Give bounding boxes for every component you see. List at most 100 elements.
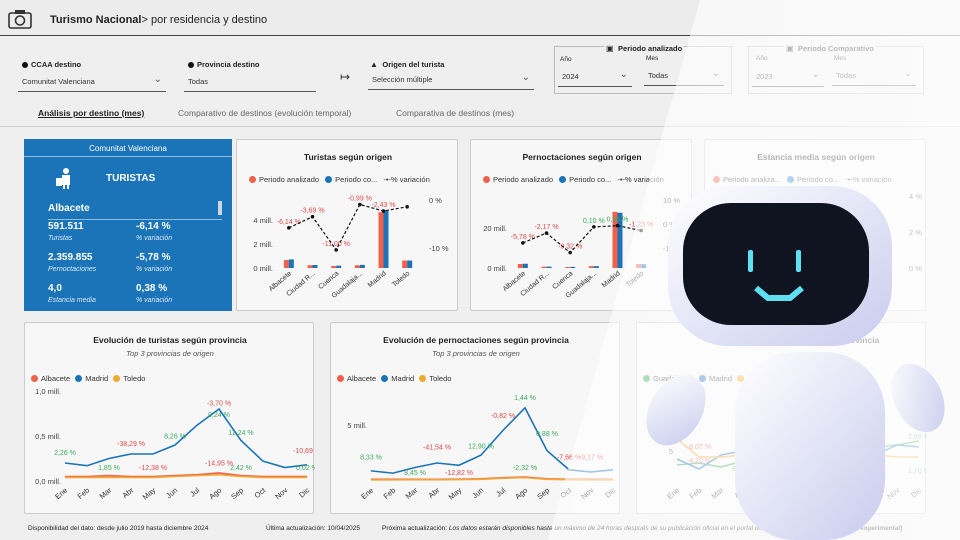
variation-label: -12,82 % <box>445 470 473 477</box>
legend-pernoct-origen: Periodo analizado Periodo co... -•-% var… <box>483 175 664 184</box>
kpi-divider <box>48 219 222 220</box>
variation-label: 0,56 % <box>607 217 629 224</box>
footer-updated: Última actualización: 10/04/2025 <box>266 525 360 532</box>
x-tick-label: Madrid <box>601 270 622 289</box>
periodo-year-dropdown[interactable]: 2024 ⌄ <box>558 67 632 87</box>
bar-analizado <box>402 260 408 268</box>
y2-tick-label: 0 % <box>663 220 676 229</box>
provincia-filter: Provincia destino <box>188 54 260 72</box>
x-tick-label: Feb <box>688 486 704 501</box>
x-tick-label: Dic <box>909 485 923 499</box>
bar-analizado <box>541 266 547 268</box>
legend-line-icon: -•- <box>383 175 391 184</box>
legend-label-b: Periodo co... <box>797 175 840 184</box>
kpi-province: Albacete <box>48 203 90 214</box>
origen-label: Origen del turista <box>382 60 445 69</box>
x-tick-label: Mar <box>404 485 420 501</box>
x-tick-label: Nov <box>579 485 595 501</box>
title-bold: Turismo Nacional <box>50 14 142 26</box>
variation-label: -3,69 % <box>300 208 324 215</box>
variation-label: 1,70 % <box>908 468 927 475</box>
line-chart-evol-pernoct: 5 mill. 8,33 % 8,45 % -41,54 % -12,82 % 12,90… <box>347 395 617 502</box>
periodo-month-dropdown[interactable]: Todas ⌄ <box>644 66 724 86</box>
x-tick-label: Sep <box>535 486 551 501</box>
series-line-madrid <box>64 407 308 469</box>
chevron-down-icon: ⌄ <box>521 72 530 83</box>
comparativo-month-value: Todas <box>836 71 857 80</box>
tab-comparativa-destinos-mes[interactable]: Comparativa de destinos (mes) <box>396 108 515 118</box>
series-line-toledo <box>65 473 307 479</box>
tab-analisis-destino[interactable]: Análisis por destino (mes) <box>38 108 145 118</box>
variation-label: -3,70 % <box>207 400 231 407</box>
legend-turistas-origen: Periodo analizado Periodo co... -•-% var… <box>249 175 430 184</box>
tab-comparativo-destinos[interactable]: Comparativo de destinos (evolución tempo… <box>178 108 352 118</box>
kpi-estancia-pct: 0,38 % <box>136 283 168 294</box>
x-tick-label: Jun <box>470 486 485 501</box>
comparativo-month-dropdown[interactable]: Todas ⌄ <box>832 66 916 86</box>
bullet-icon <box>188 62 194 68</box>
kpi-estancia-pct-label: % variación <box>136 297 173 304</box>
comparativo-year-value: 2023 <box>756 72 773 81</box>
ccaa-dropdown[interactable]: Comunitat Valenciana ⌄ <box>18 72 166 92</box>
variation-label: -2,98 % <box>665 420 689 427</box>
variation-line <box>522 225 642 254</box>
x-tick-label: Ene <box>53 486 69 501</box>
legend-dot <box>113 375 121 382</box>
chevron-down-icon: ⌄ <box>153 74 162 85</box>
x-tick-label: Nov <box>885 485 901 501</box>
provincia-dropdown[interactable]: Todas <box>184 72 316 92</box>
periodo-year-value: 2024 <box>562 72 579 81</box>
bullet-icon <box>22 62 28 68</box>
variation-label: 0,88 % <box>536 431 558 438</box>
bar-comparativo <box>312 265 318 268</box>
calendar-icon: ▣ <box>786 44 794 53</box>
x-tick-label: Dic <box>603 485 617 499</box>
variation-label: 8,33 % <box>360 455 382 462</box>
legend-label-c: % variación <box>852 175 892 184</box>
periodo-month-label: Mes <box>646 55 659 62</box>
variation-label: -1,23 % <box>629 222 653 229</box>
card-turistas-origen: Turistas según origen Periodo analizado … <box>236 139 458 311</box>
chevron-down-icon: ⌄ <box>619 69 628 80</box>
legend-dot <box>75 375 83 382</box>
variation-label: 2,26 % <box>54 450 76 457</box>
variation-label: 2,42 % <box>230 465 252 472</box>
kpi-heading: TURISTAS <box>106 173 156 184</box>
kpi-scrollbar[interactable] <box>218 201 222 215</box>
bar-analizado <box>565 266 571 268</box>
x-tick-label: Ago <box>513 486 529 501</box>
origen-value: Selección múltiple <box>372 75 433 84</box>
card-pernoctaciones-origen: Pernoctaciones según origen Periodo anal… <box>470 139 692 311</box>
ccaa-value: Comunitat Valenciana <box>22 77 95 86</box>
card-estancia-origen: Estancia media según origen Periodo anal… <box>704 139 926 311</box>
comparativo-header: ▣ Periodo Comparativo <box>784 38 876 56</box>
bar-comparativo <box>641 264 647 268</box>
x-tick-label: Toledo <box>391 270 411 289</box>
legend-dot <box>381 375 389 382</box>
x-tick-label: Ene <box>665 486 681 501</box>
comparativo-year-dropdown[interactable]: 2023 ⌄ <box>752 67 824 87</box>
title-rest: > por residencia y destino <box>141 14 268 26</box>
y2-tick: 2 % <box>909 228 922 237</box>
x-tick-label: May <box>141 485 158 501</box>
kpi-pernoct-pct: -5,78 % <box>136 252 171 263</box>
variation-point <box>405 205 409 209</box>
chart-title-evol-estancia: ... según provincia <box>804 335 880 345</box>
y2-tick-label: 10 % <box>663 196 680 205</box>
arrow-right-icon: ↦ <box>340 70 351 84</box>
legend-line-icon: -•- <box>617 175 625 184</box>
x-tick-label: Oct <box>559 485 574 500</box>
origen-dropdown[interactable]: Selección múltiple ⌄ <box>368 70 534 90</box>
kpi-region: Comunitat Valenciana <box>24 139 232 157</box>
variation-label: 8,45 % <box>404 470 426 477</box>
legend-label-c: % variación <box>390 175 430 184</box>
card-evolucion-estancia: ... según provincia ... origen Guadalaja… <box>636 322 927 514</box>
footer-next: Próxima actualización: Los datos estarán… <box>382 525 776 532</box>
kpi-card: Comunitat Valenciana TURISTAS Albacete 5… <box>24 139 232 311</box>
x-tick-label: Madrid <box>367 270 388 289</box>
variation-label: -7,66 % <box>557 455 581 462</box>
variation-label: -2,17 % <box>534 224 558 231</box>
tourist-icon <box>54 167 74 189</box>
legend-label: Madrid <box>391 374 415 383</box>
chart-title-evol-pernoct: Evolución de pernoctaciones según provin… <box>383 335 569 345</box>
